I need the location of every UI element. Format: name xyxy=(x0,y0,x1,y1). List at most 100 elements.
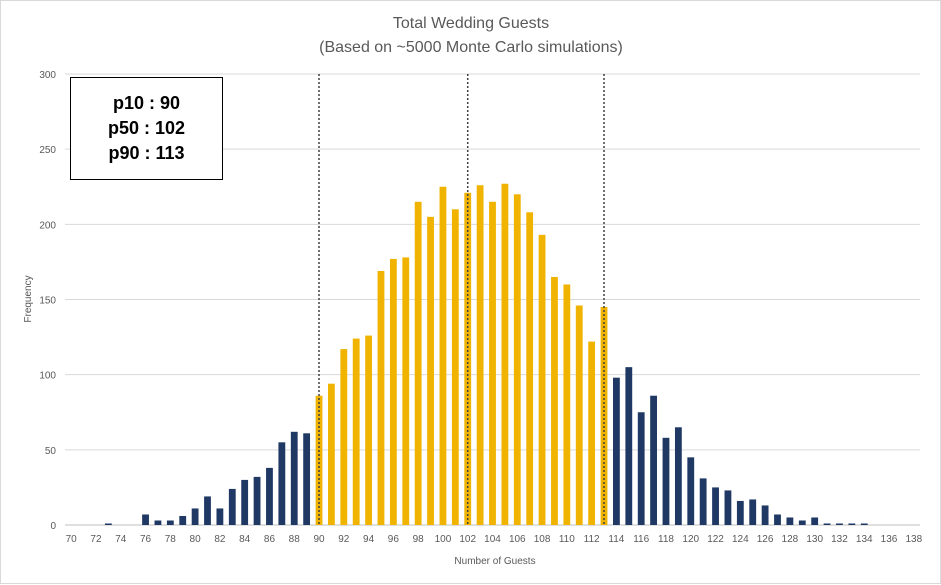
x-tick-128: 128 xyxy=(782,534,799,545)
bar-108 xyxy=(538,234,546,525)
bar-111 xyxy=(575,305,583,525)
x-tick-114: 114 xyxy=(608,534,624,545)
x-tick-112: 112 xyxy=(584,534,600,545)
x-tick-92: 92 xyxy=(338,534,350,545)
y-tick-50: 50 xyxy=(45,446,57,457)
bar-125 xyxy=(749,499,757,525)
bar-layer xyxy=(104,183,868,526)
bar-89 xyxy=(303,433,311,525)
x-tick-124: 124 xyxy=(732,534,749,545)
bar-128 xyxy=(786,517,794,525)
bar-93 xyxy=(352,338,360,525)
bar-129 xyxy=(798,520,806,525)
bar-127 xyxy=(774,514,781,525)
bar-122 xyxy=(712,487,719,525)
bar-132 xyxy=(836,523,843,525)
y-axis-title: Frequency xyxy=(23,275,34,322)
x-tick-86: 86 xyxy=(264,534,276,545)
x-axis-title: Number of Guests xyxy=(454,556,535,567)
x-tick-72: 72 xyxy=(90,534,102,545)
bar-84 xyxy=(241,479,249,525)
bar-87 xyxy=(278,442,286,525)
x-tick-82: 82 xyxy=(214,534,226,545)
y-tick-0: 0 xyxy=(50,521,56,532)
bar-121 xyxy=(699,478,707,525)
chart-title: Total Wedding Guests xyxy=(393,15,549,32)
bar-77 xyxy=(154,520,162,525)
x-tick-130: 130 xyxy=(806,534,823,545)
y-tick-labels: 0 50 100 150 200 250 300 xyxy=(39,70,56,532)
bar-86 xyxy=(266,467,273,525)
bar-107 xyxy=(526,212,534,525)
bar-98 xyxy=(414,201,422,526)
x-tick-96: 96 xyxy=(388,534,400,545)
bar-104 xyxy=(489,201,496,526)
bar-82 xyxy=(216,508,224,525)
stat-p90: p90 : 113 xyxy=(108,143,185,163)
chart-subtitle: (Based on ~5000 Monte Carlo simulations) xyxy=(319,39,623,56)
bar-120 xyxy=(687,457,695,525)
x-tick-106: 106 xyxy=(509,534,526,545)
stat-p10: p10 : 90 xyxy=(112,93,181,113)
bar-97 xyxy=(402,257,410,525)
x-tick-126: 126 xyxy=(757,534,774,545)
x-tick-74: 74 xyxy=(115,534,127,545)
bar-99 xyxy=(427,216,434,526)
x-tick-94: 94 xyxy=(363,534,375,545)
bar-78 xyxy=(166,520,174,525)
x-tick-76: 76 xyxy=(140,534,152,545)
bar-81 xyxy=(204,496,211,525)
bar-105 xyxy=(501,183,509,525)
bar-91 xyxy=(328,383,335,525)
x-tick-132: 132 xyxy=(831,534,848,545)
bar-103 xyxy=(476,185,484,525)
x-tick-102: 102 xyxy=(459,534,476,545)
bar-123 xyxy=(724,490,732,525)
bar-109 xyxy=(551,276,558,525)
bar-116 xyxy=(637,412,645,525)
y-tick-300: 300 xyxy=(39,70,56,81)
bar-126 xyxy=(761,505,769,525)
stat-p50: p50 : 102 xyxy=(107,118,186,138)
bar-133 xyxy=(848,523,856,525)
x-tick-90: 90 xyxy=(313,534,325,545)
y-tick-100: 100 xyxy=(39,371,56,382)
x-tick-104: 104 xyxy=(484,534,501,545)
percentile-marker-layer xyxy=(318,74,605,525)
bar-118 xyxy=(662,437,670,525)
x-tick-118: 118 xyxy=(658,534,674,545)
bar-88 xyxy=(290,431,298,525)
bar-79 xyxy=(179,515,187,525)
x-tick-120: 120 xyxy=(682,534,699,545)
bar-96 xyxy=(389,258,397,525)
bar-100 xyxy=(439,186,447,525)
x-tick-134: 134 xyxy=(856,534,873,545)
bar-76 xyxy=(142,514,149,525)
x-tick-138: 138 xyxy=(905,534,922,545)
bar-110 xyxy=(563,284,571,525)
bar-95 xyxy=(377,270,385,525)
bar-124 xyxy=(736,500,744,525)
bar-134 xyxy=(860,523,868,525)
bar-130 xyxy=(811,517,819,525)
bar-83 xyxy=(228,488,236,525)
x-tick-70: 70 xyxy=(66,534,78,545)
x-tick-98: 98 xyxy=(413,534,425,545)
x-tick-80: 80 xyxy=(190,534,202,545)
y-tick-150: 150 xyxy=(39,296,56,307)
x-tick-labels: 70 72 74 76 78 80 82 84 86 88 90 92 94 96 98 100 102 104 1… xyxy=(66,534,923,545)
x-tick-122: 122 xyxy=(707,534,724,545)
x-tick-78: 78 xyxy=(165,534,177,545)
bar-101 xyxy=(451,209,459,526)
percentile-stats-box: p10 : 90 p50 : 102 p90 : 113 xyxy=(70,77,223,180)
x-tick-116: 116 xyxy=(633,534,649,545)
x-tick-108: 108 xyxy=(534,534,551,545)
bar-80 xyxy=(191,508,199,525)
bar-92 xyxy=(340,349,348,525)
x-tick-88: 88 xyxy=(289,534,301,545)
x-tick-110: 110 xyxy=(559,534,575,545)
bar-85 xyxy=(253,476,261,525)
bar-90 xyxy=(315,395,323,525)
